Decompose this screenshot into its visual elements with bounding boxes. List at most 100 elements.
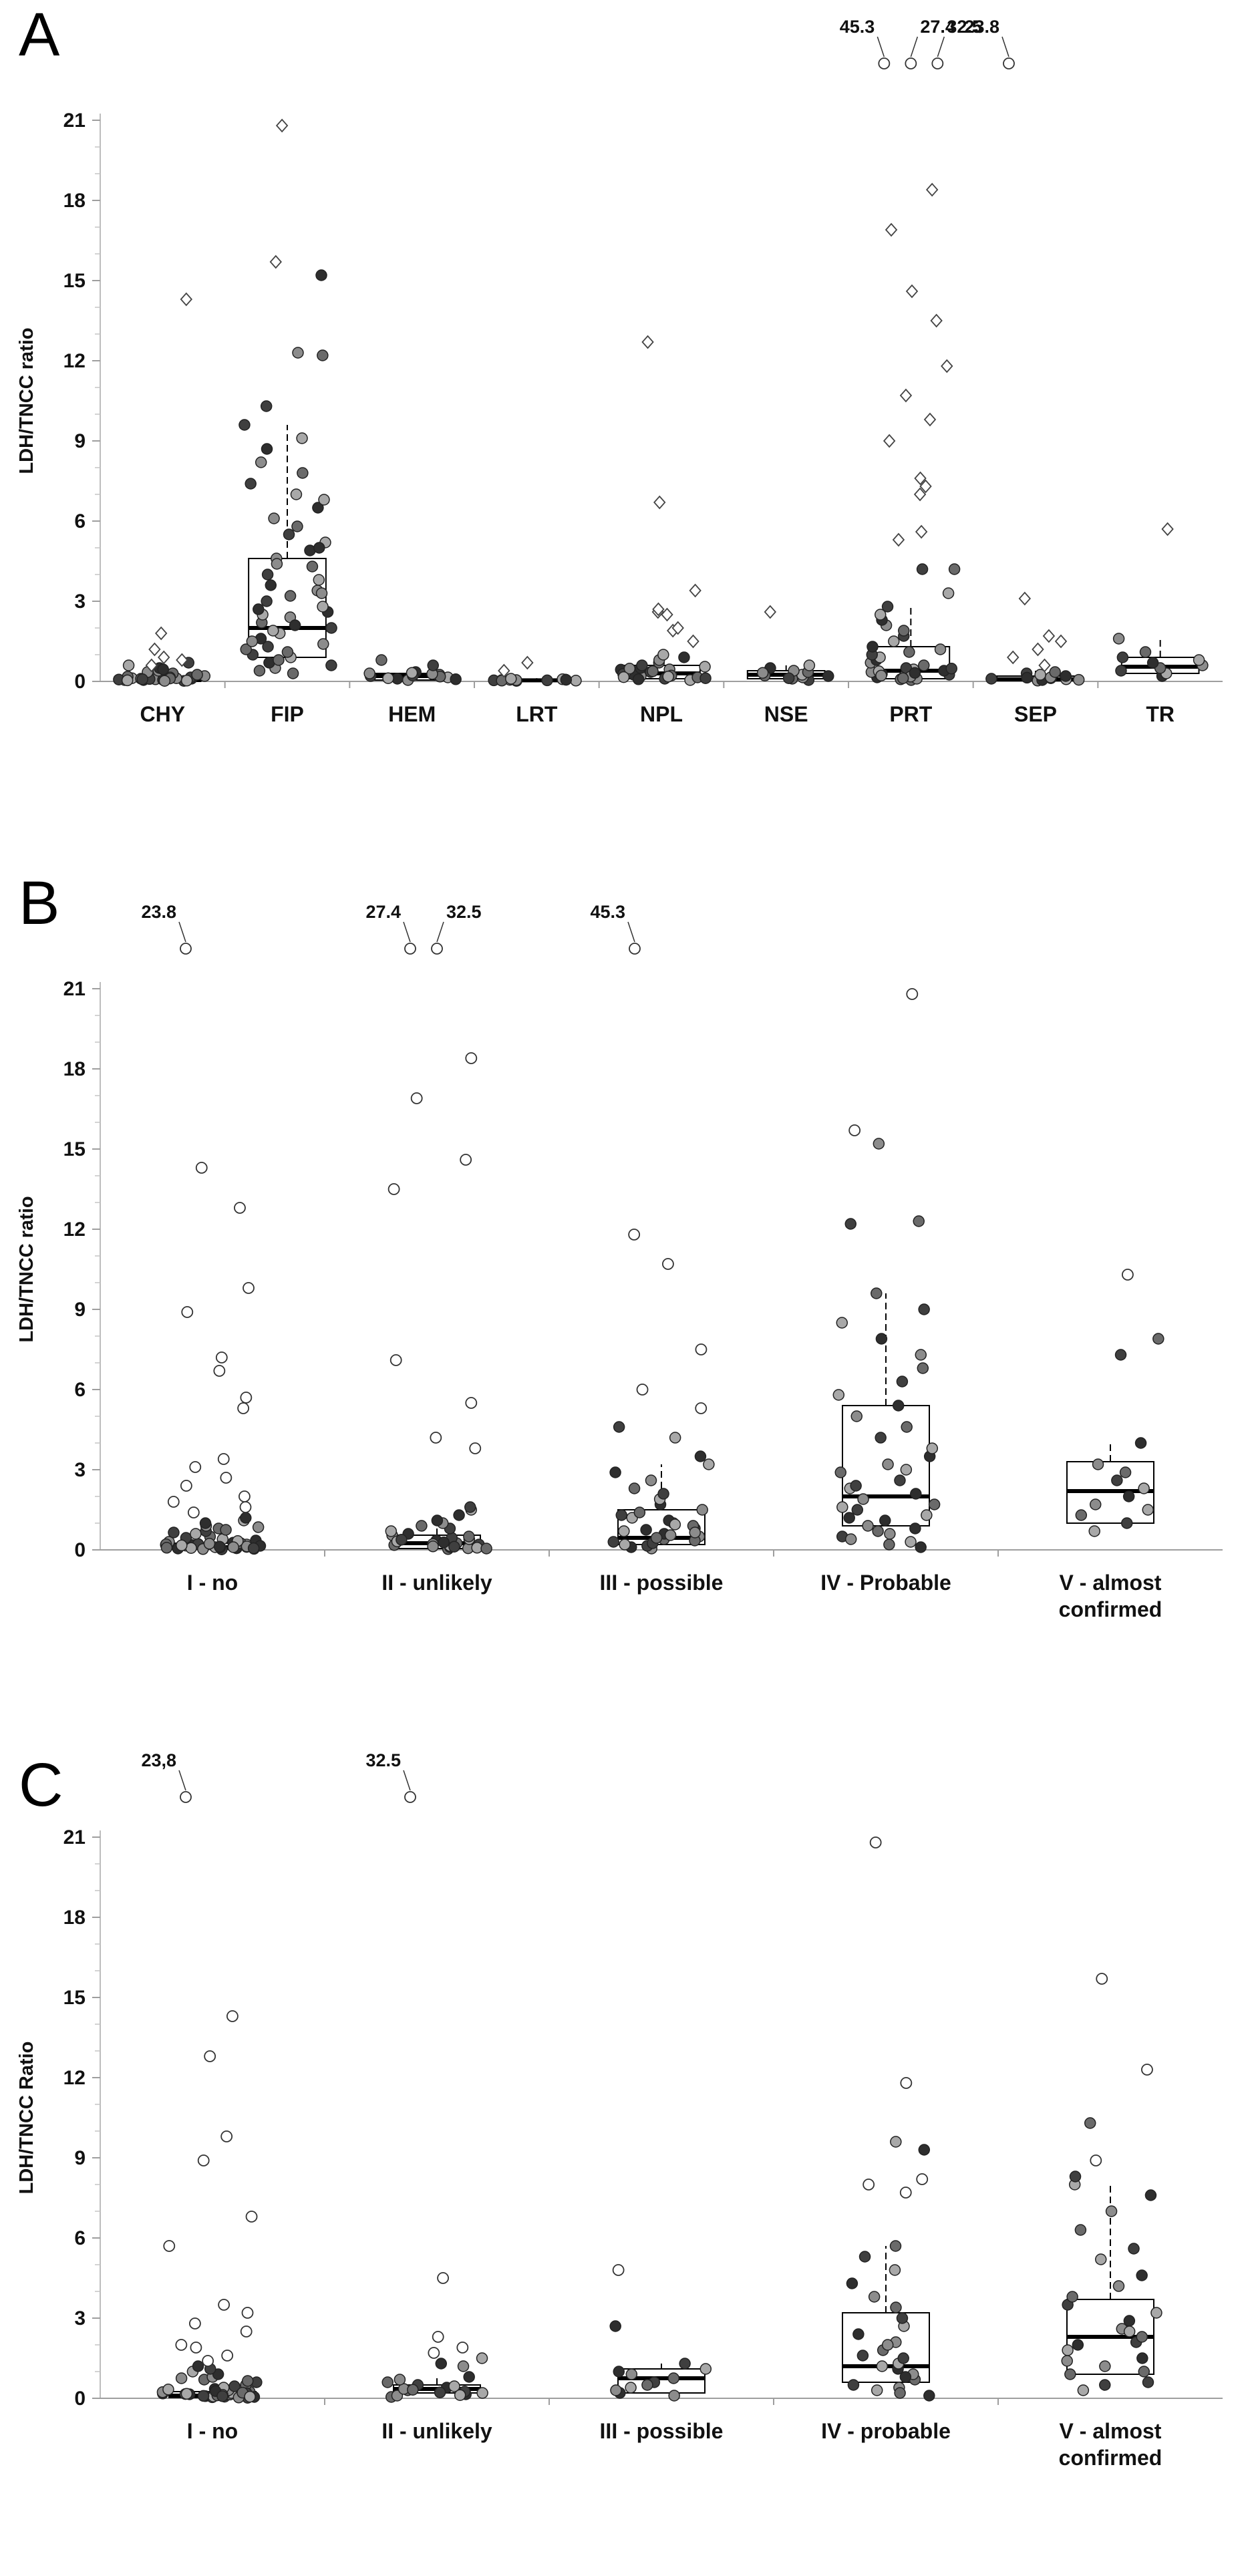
outlier-point	[915, 524, 928, 539]
data-point	[850, 1410, 863, 1422]
data-point	[136, 673, 148, 685]
y-tick-label: 9	[74, 430, 86, 452]
data-point	[609, 2320, 621, 2332]
outlier-point	[925, 182, 939, 197]
outlier-point	[930, 313, 943, 328]
data-point	[679, 2358, 691, 2370]
outlier-point	[269, 255, 282, 269]
data-point	[1134, 1437, 1147, 1449]
data-point	[897, 625, 910, 637]
data-point	[1138, 1482, 1150, 1494]
data-point	[1114, 1349, 1127, 1361]
outlier-point	[1007, 650, 1020, 665]
outlier-point	[220, 1472, 232, 1484]
y-tick-label: 12	[63, 2067, 86, 2089]
data-point	[894, 2387, 906, 2399]
data-point	[313, 574, 325, 586]
outlier-point	[1018, 591, 1032, 606]
data-point	[240, 643, 252, 655]
data-point	[246, 635, 259, 647]
data-point	[325, 622, 337, 634]
data-point	[1072, 673, 1085, 686]
data-point	[847, 2379, 860, 2391]
outlier-point	[180, 292, 193, 307]
data-point	[570, 675, 582, 687]
data-point	[1074, 2224, 1087, 2236]
data-point	[901, 1421, 913, 1433]
data-point	[647, 665, 659, 677]
outlier-point	[188, 2317, 201, 2329]
data-point	[244, 2390, 256, 2403]
y-tick-label: 21	[63, 110, 86, 132]
data-point	[625, 2382, 637, 2394]
data-point	[609, 1466, 621, 1478]
data-point	[396, 1534, 408, 1546]
data-point	[1084, 2117, 1096, 2129]
data-point	[227, 1541, 240, 1553]
data-point	[121, 674, 134, 687]
x-category-label: III - possible	[600, 1571, 724, 1595]
data-point	[756, 667, 769, 679]
data-point	[560, 673, 573, 686]
data-point	[281, 646, 294, 658]
outlier-point	[848, 1124, 861, 1136]
data-point	[856, 2350, 869, 2362]
y-tick-label: 6	[74, 2227, 86, 2249]
data-point	[843, 1512, 855, 1524]
outlier-point	[215, 1351, 228, 1363]
data-point	[291, 520, 303, 532]
data-point	[876, 2360, 889, 2372]
data-point	[1142, 1504, 1154, 1516]
data-point	[1021, 671, 1033, 684]
panel-a: A 0 3 6 9 12 15 18 21 LDH/TNCC ratio CHY FIP HEM LRT…	[0, 0, 1250, 815]
outlier-point	[695, 1343, 708, 1355]
data-point	[669, 1432, 681, 1444]
data-point	[909, 667, 921, 679]
data-point	[875, 1432, 887, 1444]
data-point	[623, 663, 636, 675]
data-point	[1139, 646, 1152, 658]
data-point	[268, 512, 280, 524]
data-point	[879, 1514, 891, 1526]
data-point	[1138, 2366, 1150, 2378]
data-point	[176, 1539, 188, 1551]
outlier-point	[190, 2342, 202, 2354]
data-point	[1094, 2253, 1107, 2265]
y-tick-label: 3	[74, 1459, 86, 1481]
y-tick-label: 21	[63, 1826, 86, 1848]
outlier-point	[1042, 629, 1056, 643]
data-point	[900, 1464, 913, 1476]
outlier-point	[916, 2173, 929, 2185]
data-point	[875, 669, 887, 681]
data-point	[1146, 657, 1159, 669]
outlier-point	[914, 471, 927, 486]
data-point	[505, 673, 517, 685]
data-point	[1089, 1498, 1102, 1510]
outlier-point	[919, 479, 932, 494]
outlier-point	[217, 1453, 230, 1465]
data-point	[283, 528, 295, 540]
data-point	[260, 400, 273, 412]
outlier-point	[892, 532, 905, 547]
offscale-point	[905, 57, 917, 69]
data-point	[945, 663, 958, 675]
data-point	[312, 502, 324, 514]
data-point	[862, 1520, 874, 1532]
data-point	[464, 1501, 476, 1513]
data-point	[318, 494, 330, 506]
outlier-point	[863, 2179, 875, 2191]
outlier-point	[1096, 1973, 1108, 1985]
outlier-point	[1161, 522, 1174, 536]
chart-b: 0 3 6 9 12 15 18 21 LDH/TNCC ratio I - no II - unl…	[16, 902, 1223, 1621]
data-point	[1128, 2243, 1140, 2255]
offscale-label: 32.5	[947, 17, 982, 37]
outlier-point	[197, 2154, 210, 2166]
data-point	[1077, 2384, 1090, 2396]
data-point	[640, 1524, 652, 1536]
outlier-point	[430, 1432, 442, 1444]
y-tick-label: 12	[63, 1219, 86, 1241]
data-point	[463, 2371, 475, 2383]
data-point	[180, 675, 193, 687]
outlier-point	[1090, 2154, 1102, 2166]
data-point	[641, 2379, 653, 2391]
